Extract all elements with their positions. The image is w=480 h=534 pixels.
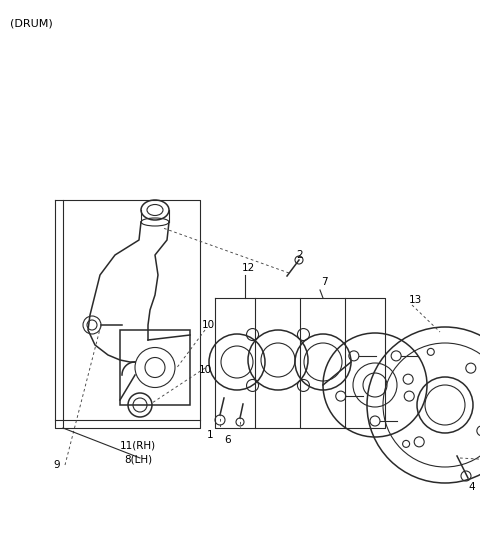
Text: (DRUM): (DRUM) xyxy=(10,18,53,28)
Text: 2: 2 xyxy=(297,250,303,260)
Text: 10: 10 xyxy=(198,365,212,375)
Text: 1: 1 xyxy=(207,430,213,440)
Bar xyxy=(120,330,190,405)
Text: 13: 13 xyxy=(408,295,421,305)
Text: 11(RH): 11(RH) xyxy=(120,440,156,450)
Text: 9: 9 xyxy=(54,460,60,470)
Text: 12: 12 xyxy=(241,263,254,273)
Text: 6: 6 xyxy=(225,435,231,445)
Text: 8(LH): 8(LH) xyxy=(124,455,152,465)
Text: 7: 7 xyxy=(321,277,327,287)
Text: 10: 10 xyxy=(202,320,215,330)
Text: 4: 4 xyxy=(468,482,475,492)
